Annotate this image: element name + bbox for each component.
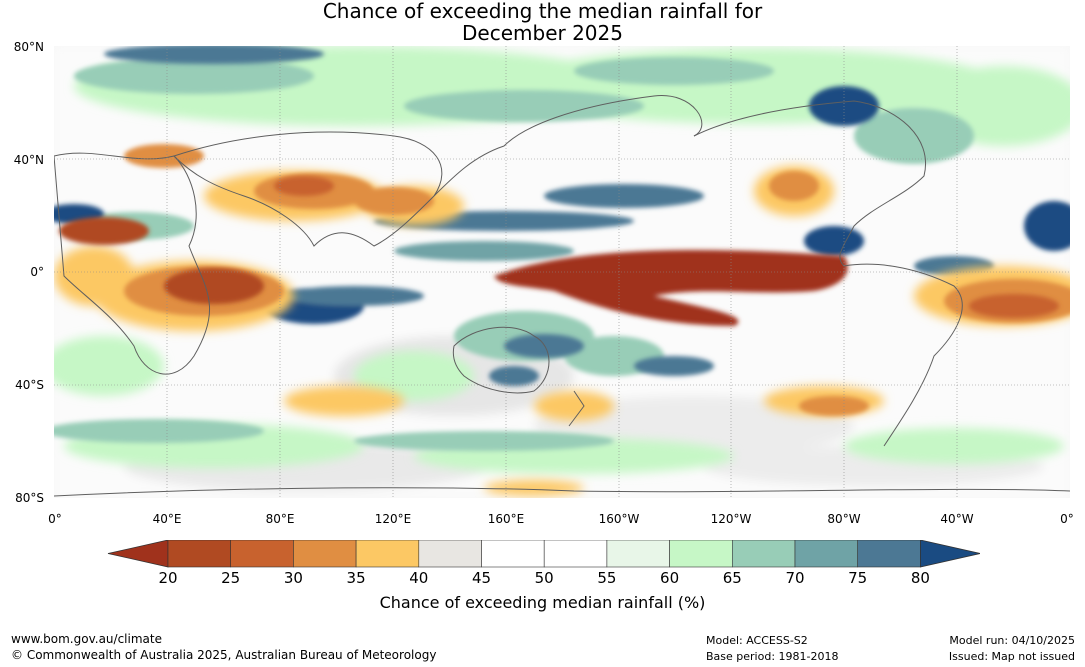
colorbar-tick-label: 60 [660, 569, 680, 587]
footer-copyright: © Commonwealth of Australia 2025, Austra… [11, 648, 437, 662]
colorbar-swatch [355, 540, 420, 568]
colorbar-tick-label: 50 [534, 569, 554, 587]
lon-label-160w: 160°W [598, 512, 640, 526]
lon-label-80e: 80°E [265, 512, 295, 526]
lon-label-40w: 40°W [940, 512, 974, 526]
colorbar-extend-low [107, 540, 169, 568]
dry-anomaly-strong [59, 176, 1059, 326]
colorbar-label: Chance of exceeding median rainfall (%) [379, 593, 706, 612]
colorbar-tick-label: 45 [471, 569, 492, 587]
north-america-outline [693, 100, 926, 267]
colorbar-tick-label: 80 [910, 569, 930, 587]
east-asia-coast [433, 95, 703, 197]
lon-label-40e: 40°E [152, 512, 182, 526]
antarctica-outline [54, 487, 1070, 497]
colorbar-tick-label: 75 [848, 569, 868, 587]
coastlines [54, 95, 1070, 497]
colorbar-swatch [606, 540, 670, 568]
footer-url: www.bom.gov.au/climate [11, 632, 162, 646]
lon-label-80w: 80°W [827, 512, 861, 526]
map-title-line-2: December 2025 [462, 21, 623, 45]
rainfall-probability-map [54, 46, 1070, 498]
colorbar-tick-label: 70 [785, 569, 805, 587]
lon-label-120w: 120°W [710, 512, 752, 526]
colorbar-tick-label: 55 [597, 569, 617, 587]
colorbar-tick-label: 35 [346, 569, 366, 587]
footer-base-period: Base period: 1981-2018 [706, 650, 839, 663]
colorbar-extend-high [920, 540, 980, 568]
colorbar-swatch [481, 540, 545, 568]
colorbar-swatch [293, 540, 357, 568]
colorbar-swatch [669, 540, 733, 568]
africa-outline [54, 152, 210, 375]
lat-label-40s: 40°S [15, 378, 44, 392]
graticule [54, 46, 1070, 498]
new-zealand-outline [568, 390, 585, 427]
footer-model-run: Model run: 04/10/2025 [949, 634, 1075, 647]
colorbar-swatch [794, 540, 859, 568]
lat-label-80n: 80°N [13, 40, 44, 54]
colorbar-swatch [543, 540, 608, 568]
colorbar-tick-label: 30 [283, 569, 303, 587]
lon-label-0-right: 0° [1060, 512, 1074, 526]
colorbar-swatch [418, 540, 482, 568]
lon-label-0-left: 0° [48, 512, 62, 526]
colorbar-swatch [731, 540, 796, 568]
lat-label-80s: 80°S [15, 491, 44, 505]
footer-model: Model: ACCESS-S2 [706, 634, 808, 647]
map-canvas [54, 46, 1070, 498]
lat-label-40n: 40°N [13, 153, 44, 167]
colorbar-swatch [167, 540, 232, 568]
map-title-line-1: Chance of exceeding the median rainfall … [322, 0, 763, 23]
lon-label-160e: 160°E [487, 512, 525, 526]
south-america-outline [843, 263, 963, 447]
colorbar-swatch [230, 540, 294, 568]
colorbar-tick-label: 65 [722, 569, 742, 587]
colorbar-tick-label: 20 [158, 569, 178, 587]
lat-label-0: 0° [30, 265, 44, 279]
colorbar-swatch [857, 540, 921, 568]
footer-issued: Issued: Map not issued [948, 650, 1075, 663]
australia-outline [452, 326, 550, 394]
asia-outline [173, 131, 443, 247]
colorbar [107, 540, 980, 568]
colorbar-tick-label: 25 [221, 569, 241, 587]
lon-label-120e: 120°E [374, 512, 412, 526]
colorbar-tick-label: 40 [409, 569, 429, 587]
